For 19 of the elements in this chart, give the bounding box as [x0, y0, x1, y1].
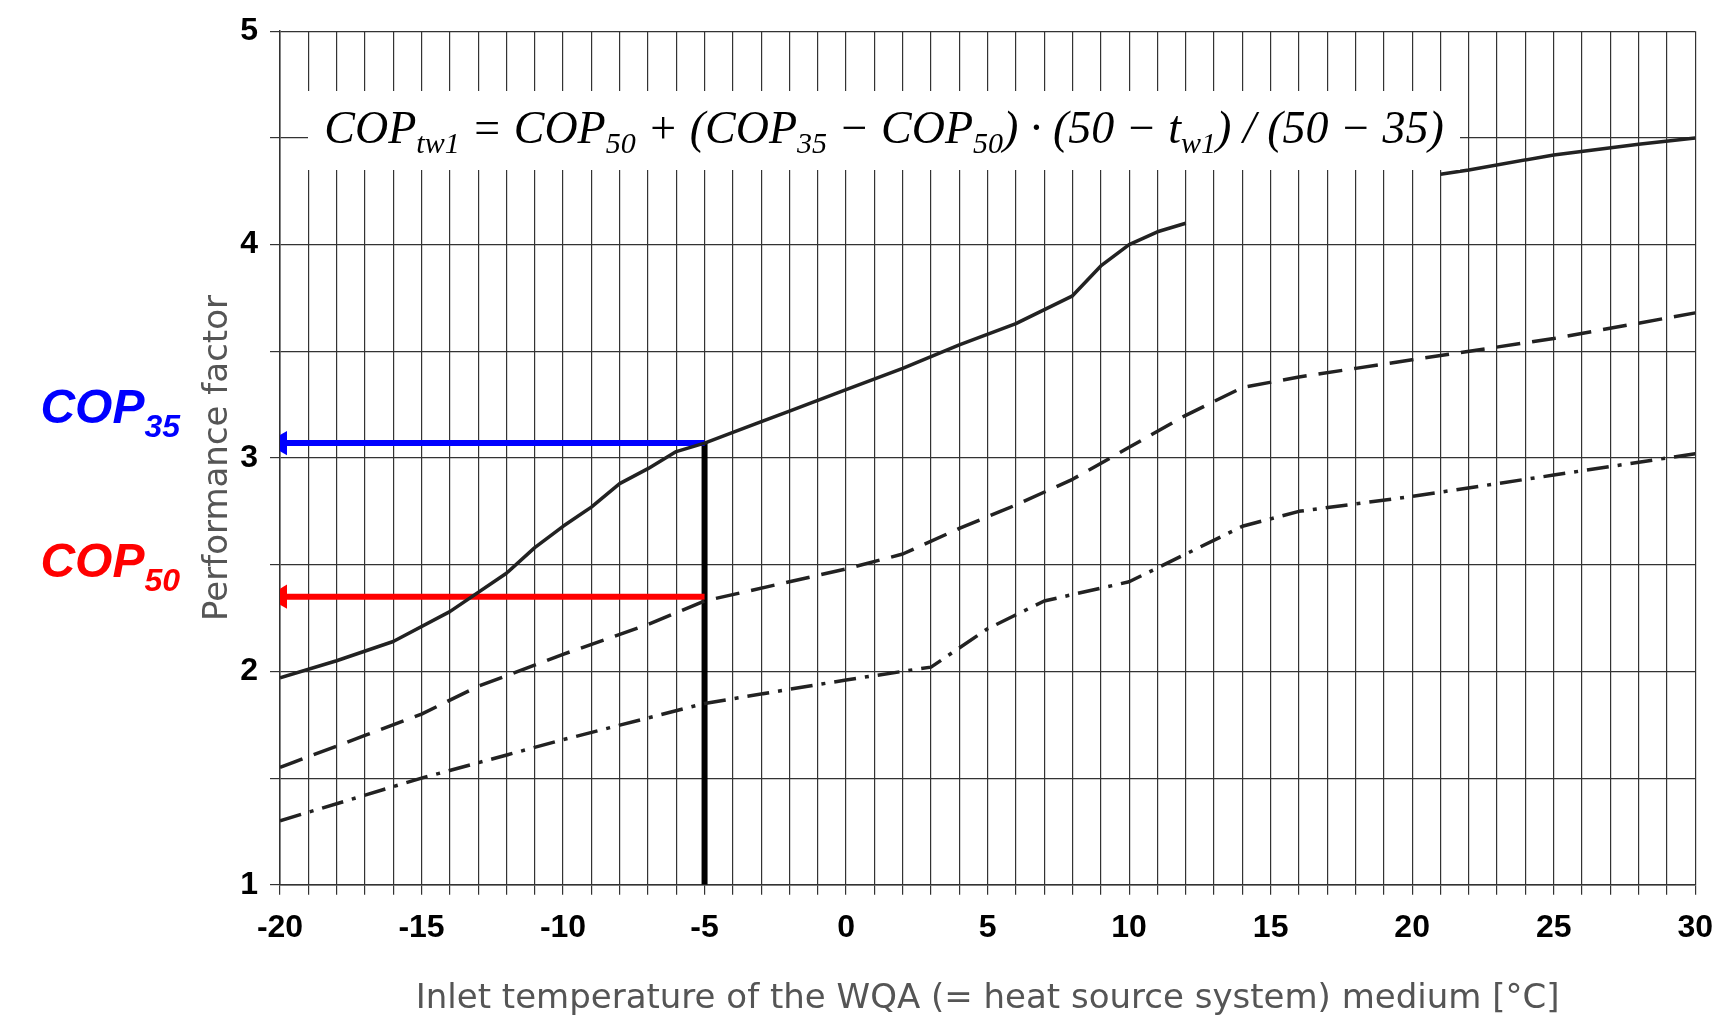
x-tick-label: 10: [1111, 907, 1147, 944]
x-tick-label: -15: [398, 907, 445, 944]
x-tick-label: 25: [1535, 907, 1572, 944]
y-tick-label: 4: [240, 224, 259, 261]
x-axis-title: Inlet temperature of the WQA (= heat source system) medium [°C]: [415, 976, 1560, 1017]
text: COP$_{tw1}$ = COP$_{50}$ + (COP$_{35}$ − COP$_{50}$) · (50 − t$_{w1}$) / (50 − 35): [324, 102, 1444, 160]
y-tick-label: 3: [240, 437, 258, 474]
x-tick-label: 5: [978, 907, 997, 944]
x-tick-label: -20: [256, 907, 304, 944]
y-tick-label: 1: [240, 864, 258, 901]
y-tick-label: 2: [240, 651, 258, 688]
y-axis-title: Performance factor: [194, 295, 235, 621]
x-tick-label: 15: [1252, 907, 1289, 944]
x-tick-label: 0: [837, 907, 855, 944]
y-tick-label: 5: [240, 11, 258, 48]
x-tick-label: 20: [1394, 907, 1430, 944]
x-tick-label: 30: [1677, 907, 1713, 944]
x-tick-label: -5: [690, 907, 719, 944]
x-tick-label: -10: [539, 907, 587, 944]
